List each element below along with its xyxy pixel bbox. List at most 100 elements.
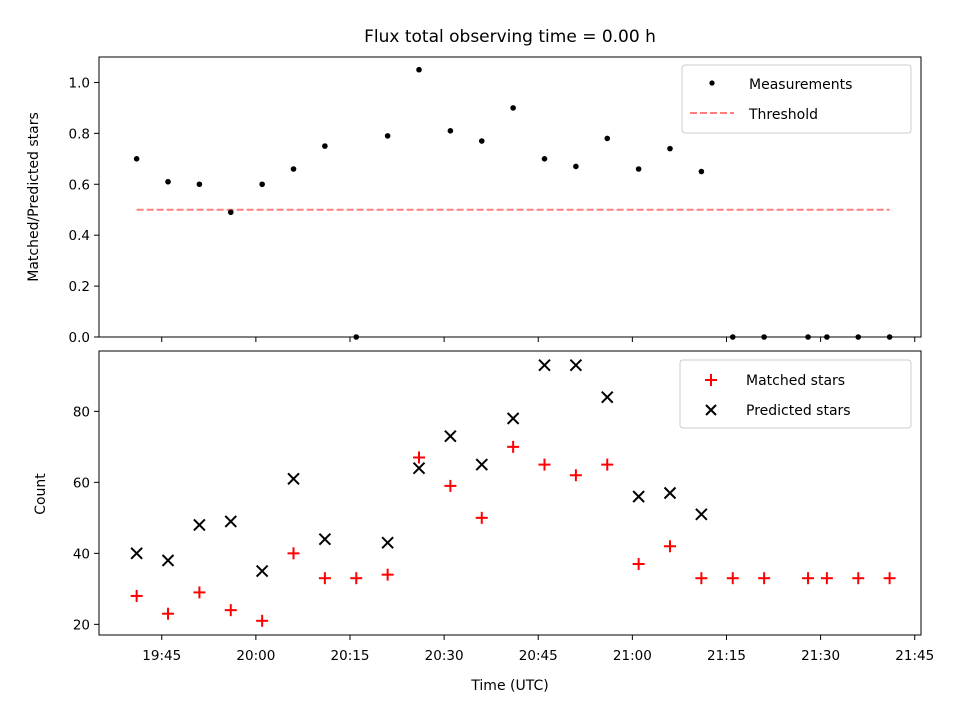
measurement-point [635,166,642,172]
legend-matched-label: Matched stars [746,373,845,389]
measurement-point [290,166,297,172]
ratio-panel-frame [98,56,922,338]
measurement-point [761,334,767,340]
matched-stars-point [538,458,551,471]
predicted-stars-point [412,461,426,475]
x-tick-label: 21:00 [613,648,652,664]
measurement-point [886,334,893,340]
predicted-stars-point [318,532,332,546]
measurement-point [165,178,171,185]
x-tick-label: 21:30 [801,648,840,664]
matched-stars-point [475,511,488,524]
predicted-stars-point [161,554,175,567]
measurement-point [322,143,328,149]
ratio-y-tick-label: 0.2 [69,279,90,295]
measurement-point [384,133,391,139]
matched-stars-point [256,614,269,627]
measurement-point [824,334,830,340]
predicted-stars-point [632,490,645,503]
legend-measurements-label: Measurements [749,77,852,93]
ratio-panel: 0.0 0.2 0.4 0.6 0.8 1.0 Matched/Predicted sta… [26,56,922,346]
matched-stars-point [632,558,645,570]
predicted-stars-point [538,358,551,372]
x-axis-label: Time (UTC) [470,678,548,694]
x-tick-label: 20:45 [519,648,558,664]
predicted-stars-point [663,486,677,500]
count-y-tick-label: 80 [73,404,90,420]
matched-stars-point [758,572,771,585]
matched-stars-point [695,572,708,585]
matched-stars-point [287,547,300,560]
matched-stars-point [350,572,363,585]
matched-stars-point [318,572,331,585]
count-legend: Matched stars Predicted stars [679,359,912,429]
count-y-axis-label: Count [33,473,49,515]
measurement-point [510,105,516,111]
predicted-stars-point [695,508,708,521]
matched-stars-point [444,479,457,492]
predicted-stars-point [287,472,300,486]
measurement-point [604,135,611,142]
legend-measurements-marker [709,80,715,86]
measurement-point [478,138,485,144]
measurement-point [698,168,705,175]
ratio-y-tick-label: 1.0 [69,75,90,91]
ratio-legend-box [681,64,912,134]
measurement-point [227,209,234,216]
legend-predicted-label: Predicted stars [746,403,851,419]
predicted-stars-point [381,536,394,549]
x-tick-label: 20:00 [236,648,275,664]
predicted-stars-point [224,515,237,528]
ratio-y-tick-label: 0.4 [69,228,90,244]
predicted-stars-point [475,458,488,471]
x-tick-label: 21:15 [707,648,746,664]
count-y-tick-label: 40 [73,546,90,562]
x-tick-label: 20:30 [425,648,464,664]
predicted-stars-point [130,547,143,560]
count-y-tick-label: 60 [73,475,90,491]
measurement-point [573,163,579,170]
matched-stars-point [381,568,394,581]
matched-stars-point [224,604,237,617]
measurement-point [133,156,140,162]
predicted-stars-point [444,429,457,443]
legend-predicted-marker [705,404,717,416]
measurement-point [667,145,673,152]
matched-stars-point [820,572,833,585]
matched-stars-point [507,440,520,453]
matched-stars-point [802,572,815,585]
matched-stars-point [413,451,426,464]
predicted-stars-point [601,390,614,404]
matched-stars-point [162,607,175,620]
predicted-stars-point [193,518,206,532]
measurement-point [353,334,360,340]
measurement-point [805,334,811,340]
ratio-y-tick-label: 0.8 [69,126,90,142]
matched-stars-point [852,572,865,585]
ratio-y-tick-label: 0.6 [69,177,90,193]
legend-threshold-label: Threshold [748,107,818,123]
predicted-stars-point [569,358,583,372]
legend-matched-marker [705,374,717,386]
measurement-point [196,181,203,188]
matched-stars-point [601,458,614,471]
count-legend-box [679,359,912,429]
ratio-y-tick-label: 0.0 [69,330,90,346]
matched-stars-point [664,540,677,553]
predicted-stars-point [506,412,520,425]
ratio-y-axis-label: Matched/Predicted stars [26,112,42,282]
count-panel: 20 40 60 80 19:45 20:00 20:15 20:30 20:45 21:00 2… [33,350,934,694]
chart-title: Flux total observing time = 0.00 h [364,27,656,47]
x-tick-label: 20:15 [331,648,370,664]
measurement-point [447,128,454,134]
matched-stars-point [883,572,896,585]
measurement-point [259,181,265,188]
measurement-point [729,334,736,340]
matched-stars-point [130,589,143,602]
matched-stars-point [193,586,206,599]
measurement-point [541,156,548,162]
matched-stars-point [726,572,739,585]
count-panel-frame [98,350,922,636]
measurement-point [416,66,422,73]
